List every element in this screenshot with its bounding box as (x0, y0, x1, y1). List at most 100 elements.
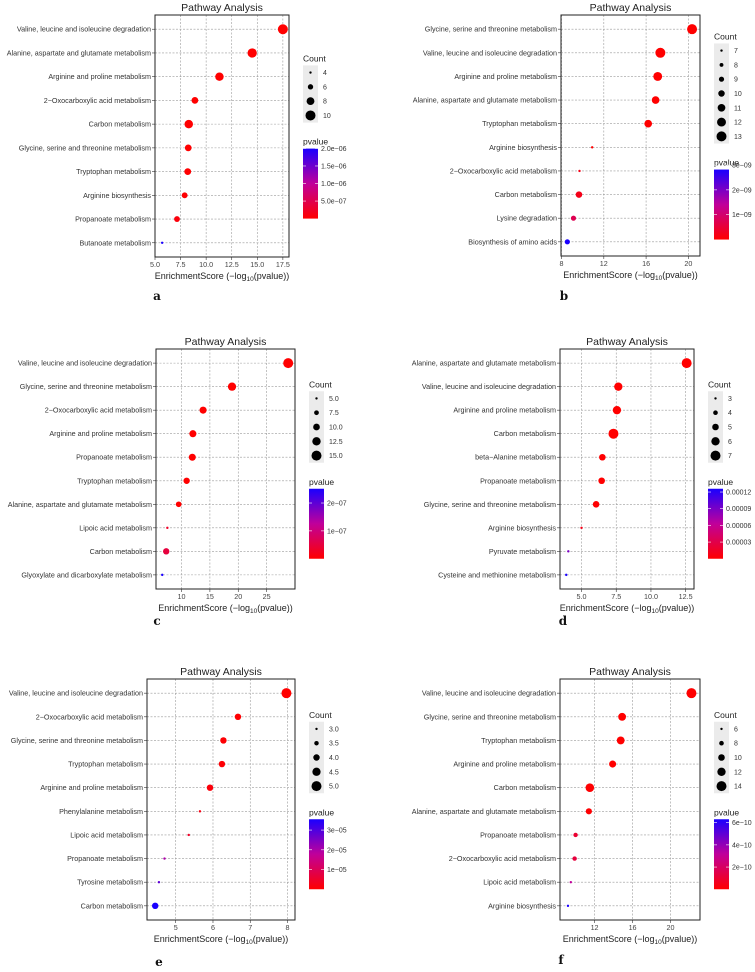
count-legend-key (716, 781, 727, 792)
x-axis-title-part: (pvalue)) (254, 271, 290, 281)
data-point (653, 71, 663, 81)
panel-a: 5.0 7.5 10.0 12.5 15.0 17.5 Valine, leucine an… (7, 2, 347, 303)
x-tick-label: 5.0 (150, 260, 160, 269)
count-legend-key (718, 76, 725, 82)
count-legend-label: 5.0 (329, 784, 339, 791)
data-point (599, 453, 606, 461)
count-legend-key (718, 754, 725, 761)
chart-title: Pathway Analysis (586, 336, 668, 348)
y-tick-label: Cysteine and methionine metabolism (438, 570, 556, 579)
count-legend-key (710, 450, 721, 461)
y-tick-label: Alanine, aspartate and glutamate metabol… (412, 359, 556, 368)
plot-background (156, 349, 295, 589)
count-legend-key (717, 117, 726, 127)
plot-border (559, 678, 701, 921)
plot-border (146, 678, 296, 921)
count-legend-key (720, 49, 723, 52)
count-legend-key (717, 103, 726, 112)
y-tick-label: Arginine biosynthesis (488, 901, 556, 910)
count-legend-title: Count (708, 379, 731, 389)
panel-label: e (155, 955, 163, 969)
data-point (151, 902, 159, 910)
pvalue-legend-label: 1e−09 (732, 212, 752, 219)
count-legend-key (716, 131, 727, 142)
pvalue-legend-title: pvalue (714, 158, 739, 168)
y-tick-label: 2−Oxocarboxylic acid metabolism (44, 96, 151, 105)
count-legend-key (719, 62, 724, 67)
count-legend-label: 4 (728, 410, 732, 417)
x-tick-label: 12 (591, 923, 599, 932)
x-tick-label: 16 (642, 259, 650, 268)
data-point (166, 526, 169, 530)
data-point (187, 833, 190, 837)
pvalue-legend-label: 2.0e−06 (321, 146, 347, 153)
panel-c: 10 15 20 25 Valine, leucine and isoleucine d… (8, 336, 347, 628)
y-tick-label: Alanine, aspartate and glutamate metabol… (8, 500, 152, 509)
x-tick-label: 7 (248, 923, 252, 932)
panel-label: d (559, 614, 568, 628)
count-legend-label: 10 (734, 91, 742, 98)
count-legend-label: 8 (323, 99, 327, 106)
count-legend-label: 3.5 (329, 741, 339, 748)
pvalue-legend-label: 0.00012 (726, 490, 751, 497)
y-tick-label: Carbon metabolism (494, 429, 556, 438)
x-axis-title-part: EnrichmentScore (−log (563, 934, 655, 944)
x-tick-label: 10.0 (644, 592, 658, 601)
y-tick-label: Alanine, aspartate and glutamate metabol… (412, 807, 556, 816)
y-tick-label: Carbon metabolism (90, 547, 152, 556)
data-point (215, 72, 224, 81)
y-tick-label: Lipoic acid metabolism (483, 878, 556, 887)
plot-background (560, 679, 700, 920)
x-tick-label: 8 (286, 923, 290, 932)
y-tick-label: Arginine biosynthesis (488, 523, 556, 532)
y-tick-label: Tyrosine metabolism (77, 878, 143, 887)
data-point (163, 857, 166, 860)
pvalue-legend-label: 1e−05 (327, 867, 347, 874)
data-point (585, 808, 592, 815)
x-tick-label: 5 (174, 923, 178, 932)
data-point (181, 192, 188, 199)
x-axis-title-part: EnrichmentScore (−log (155, 271, 247, 281)
count-legend-label: 10 (323, 113, 331, 120)
x-axis-title-part: (pvalue)) (662, 934, 698, 944)
data-point (578, 169, 581, 173)
data-point (687, 24, 698, 35)
data-point (598, 477, 605, 485)
pvalue-legend-label: 0.00003 (726, 540, 751, 547)
data-point (283, 358, 294, 369)
y-tick-label: beta−Alanine metabolism (475, 453, 556, 462)
pvalue-legend-label: 0.00006 (726, 523, 751, 530)
y-tick-label: 2−Oxocarboxylic acid metabolism (449, 854, 556, 863)
y-tick-label: Alanine, aspartate and glutamate metabol… (7, 48, 151, 57)
data-point (590, 146, 594, 149)
pvalue-legend-label: 1.0e−06 (321, 181, 347, 188)
data-point (184, 168, 192, 175)
y-tick-label: Arginine biosynthesis (83, 191, 151, 200)
y-tick-label: Phenylalanine metabolism (59, 807, 143, 816)
count-legend-key (307, 84, 314, 90)
count-legend-label: 12.5 (329, 439, 343, 446)
pvalue-legend-label: 4e−10 (732, 842, 752, 849)
pvalue-legend-label: 2e−10 (732, 865, 752, 872)
y-tick-label: Tryptophan metabolism (481, 736, 556, 745)
x-axis-title-subscript: 10 (246, 939, 254, 946)
data-point (247, 48, 257, 58)
count-legend-title: Count (714, 31, 737, 41)
count-legend-label: 5 (728, 425, 732, 432)
count-legend-label: 8 (734, 62, 738, 69)
data-point (655, 47, 666, 58)
data-point (567, 550, 570, 553)
x-tick-label: 25 (263, 592, 271, 601)
count-legend-label: 6 (728, 439, 732, 446)
count-legend-label: 13 (734, 134, 742, 141)
pvalue-legend-title: pvalue (708, 477, 733, 487)
data-point (592, 500, 600, 508)
count-legend-title: Count (309, 710, 332, 720)
x-axis-title: EnrichmentScore (−log10(pvalue)) (560, 603, 695, 615)
y-tick-label: Arginine and proline metabolism (454, 72, 557, 81)
data-point (612, 405, 622, 415)
y-tick-label: Carbon metabolism (89, 120, 151, 129)
pvalue-legend-title: pvalue (309, 477, 334, 487)
y-tick-label: Valine, leucine and isoleucine degradati… (18, 359, 152, 368)
x-tick-label: 16 (629, 923, 637, 932)
